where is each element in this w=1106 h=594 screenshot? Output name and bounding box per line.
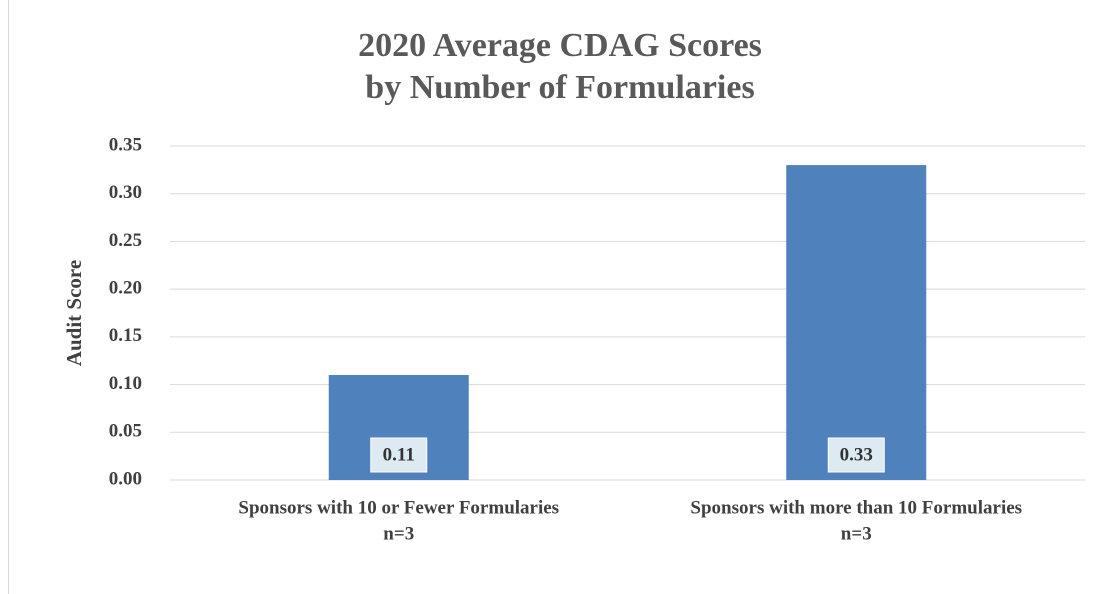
y-tick-label: 0.05 [109,421,142,442]
y-tick-label: 0.30 [109,182,142,203]
chart-title: by Number of Formularies [365,69,754,106]
y-tick-label: 0.00 [109,468,142,489]
x-tick-label: Sponsors with 10 or Fewer Formularies [238,497,559,518]
chart-border [8,0,9,594]
x-tick-label: Sponsors with more than 10 Formularies [690,497,1022,518]
x-tick-label: n=3 [383,523,414,544]
y-tick-label: 0.25 [109,230,142,251]
y-tick-label: 0.10 [109,373,142,394]
value-label-box [370,437,428,473]
y-tick-label: 0.15 [109,325,142,346]
chart-title: 2020 Average CDAG Scores [358,27,762,64]
x-tick-label: n=3 [841,523,872,544]
value-label: 0.11 [383,444,415,465]
bar [786,165,927,481]
y-tick-label: 0.20 [109,278,142,299]
y-tick-label: 0.35 [109,134,142,155]
y-axis-label: Audit Score [62,260,86,366]
value-label-box [827,437,885,473]
value-label: 0.33 [840,444,873,465]
